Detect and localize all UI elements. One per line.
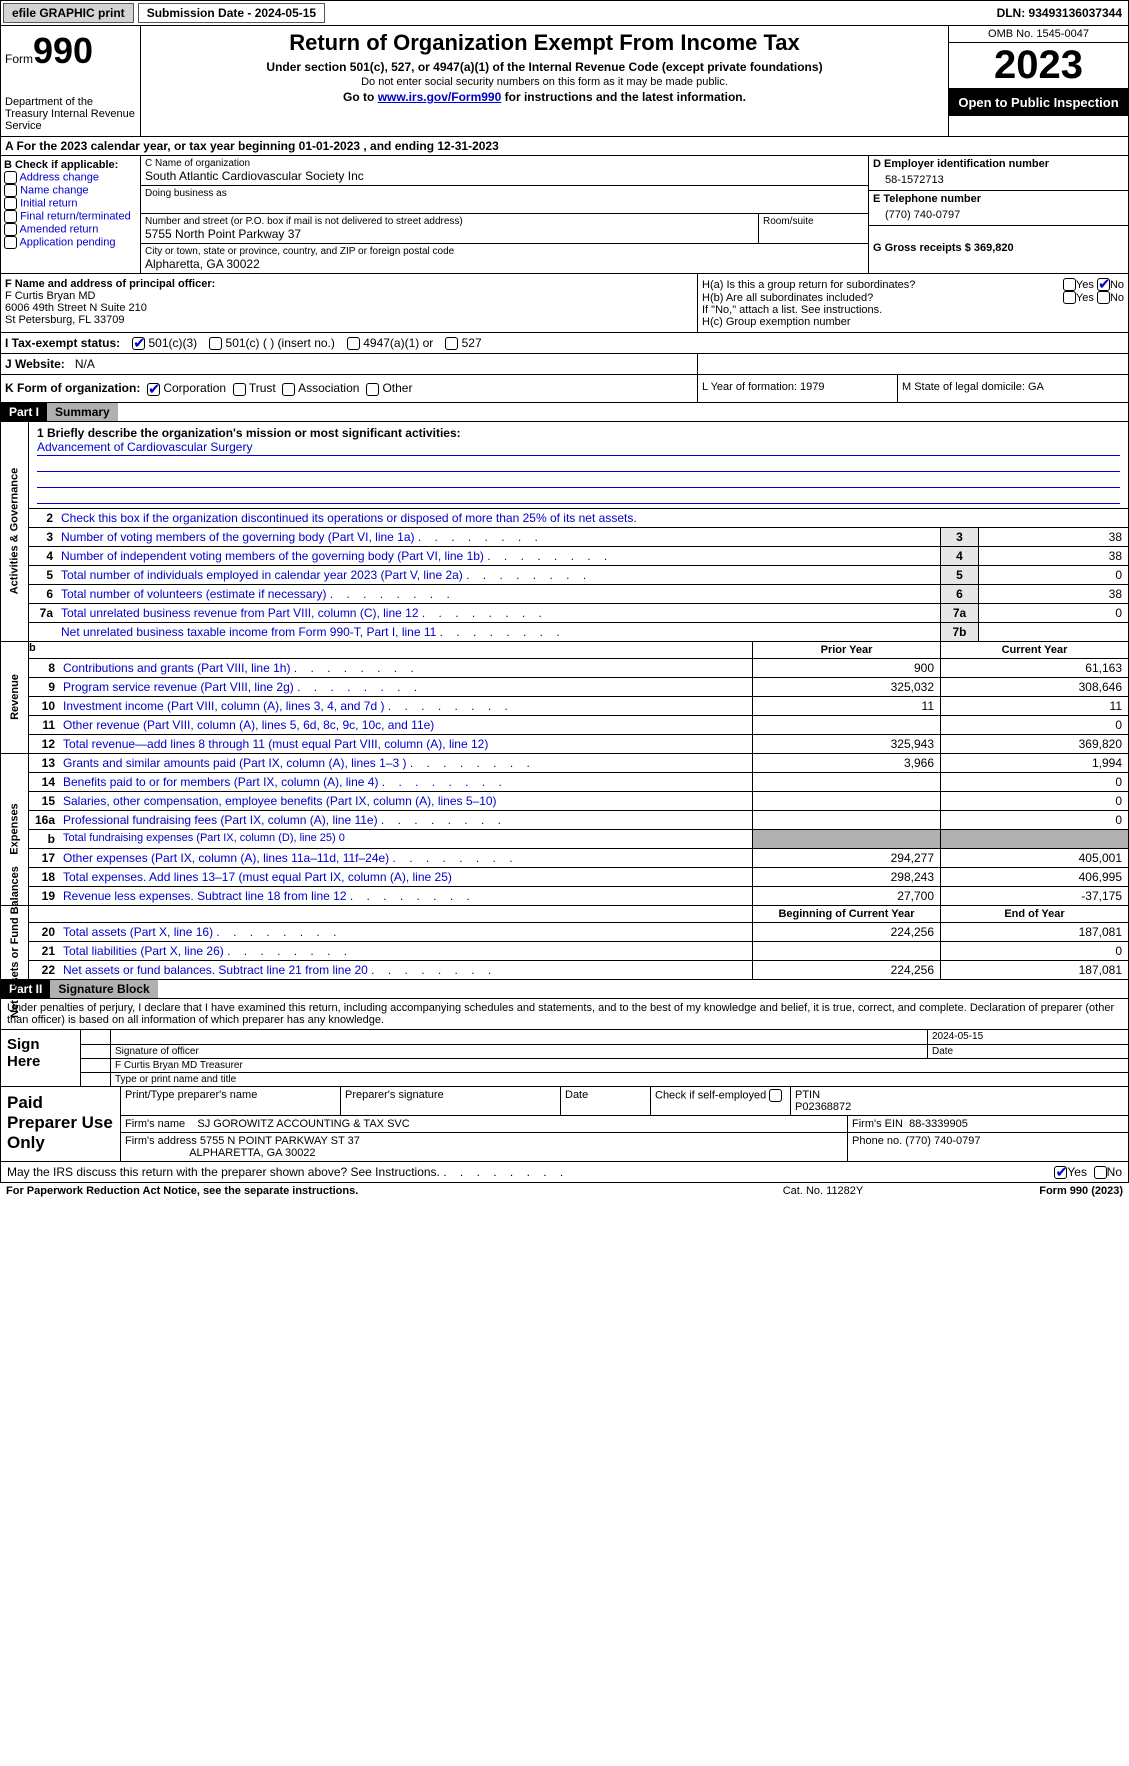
line3: Number of voting members of the governin…: [57, 528, 940, 546]
website-row: J Website: N/A: [0, 354, 1129, 375]
expenses-section: Expenses 13Grants and similar amounts pa…: [0, 754, 1129, 906]
year-formation: L Year of formation: 1979: [698, 375, 898, 401]
room-label: Room/suite: [763, 216, 864, 227]
vlabel-gov: Activities & Governance: [9, 468, 21, 595]
form-title: Return of Organization Exempt From Incom…: [149, 30, 940, 56]
chk-corp[interactable]: [147, 383, 160, 396]
officer-block: F Name and address of principal officer:…: [0, 274, 1129, 333]
part1-header: Part ISummary: [0, 403, 1129, 422]
firm-ein: 88-3339905: [909, 1118, 968, 1130]
chk-initial-return[interactable]: Initial return: [4, 197, 137, 210]
footer: For Paperwork Reduction Act Notice, see …: [0, 1183, 1129, 1199]
irs-link[interactable]: www.irs.gov/Form990: [378, 90, 502, 104]
subtitle-3: Go to www.irs.gov/Form990 for instructio…: [149, 90, 940, 104]
officer-label: F Name and address of principal officer:: [5, 278, 693, 290]
discuss-no[interactable]: [1094, 1166, 1107, 1179]
hb-no[interactable]: [1097, 291, 1110, 304]
firm-name: SJ GOROWITZ ACCOUNTING & TAX SVC: [197, 1118, 409, 1130]
officer-addr1: 6006 49th Street N Suite 210: [5, 302, 693, 314]
chk-501c[interactable]: [209, 337, 222, 350]
tel-label: E Telephone number: [873, 193, 1124, 205]
ein-value: 58-1572713: [873, 170, 1124, 188]
line7b: Net unrelated business taxable income fr…: [57, 623, 940, 641]
vlabel-revenue: Revenue: [9, 674, 21, 720]
addr-value: 5755 North Point Parkway 37: [145, 227, 754, 241]
discuss-row: May the IRS discuss this return with the…: [0, 1162, 1129, 1183]
declaration: Under penalties of perjury, I declare th…: [0, 999, 1129, 1030]
dba-label: Doing business as: [145, 188, 864, 199]
addr-label: Number and street (or P.O. box if mail i…: [145, 216, 754, 227]
submission-date: Submission Date - 2024-05-15: [138, 3, 325, 23]
hb-note: If "No," attach a list. See instructions…: [702, 304, 1124, 316]
org-name: South Atlantic Cardiovascular Society In…: [145, 169, 864, 183]
chk-self-emp[interactable]: [769, 1089, 782, 1102]
website-value: N/A: [75, 357, 95, 371]
vlabel-net: Net Assets or Fund Balances: [9, 866, 21, 1018]
tax-exempt-row: I Tax-exempt status: 501(c)(3) 501(c) ( …: [0, 333, 1129, 354]
ha-label: H(a) Is this a group return for subordin…: [702, 279, 1063, 291]
ein-label: D Employer identification number: [873, 158, 1124, 170]
sign-date: 2024-05-15: [928, 1030, 1128, 1044]
dln-label: DLN: 93493136037344: [997, 6, 1128, 20]
header-block: B Check if applicable: Address change Na…: [0, 156, 1129, 274]
city-label: City or town, state or province, country…: [145, 246, 864, 257]
top-toolbar: efile GRAPHIC print Submission Date - 20…: [0, 0, 1129, 26]
discuss-yes[interactable]: [1054, 1166, 1067, 1179]
firm-addr2: ALPHARETTA, GA 30022: [189, 1147, 315, 1159]
subtitle-2: Do not enter social security numbers on …: [149, 76, 940, 88]
chk-name-change[interactable]: Name change: [4, 184, 137, 197]
line6: Total number of volunteers (estimate if …: [57, 585, 940, 603]
chk-other[interactable]: [366, 383, 379, 396]
subtitle-1: Under section 501(c), 527, or 4947(a)(1)…: [149, 60, 940, 74]
ha-no[interactable]: [1097, 278, 1110, 291]
chk-527[interactable]: [445, 337, 458, 350]
firm-addr1: 5755 N POINT PARKWAY ST 37: [200, 1135, 360, 1147]
revenue-section: Revenue bPrior YearCurrent Year 8Contrib…: [0, 642, 1129, 754]
dept-label: Department of the Treasury Internal Reve…: [5, 96, 136, 132]
part2-header: Part IISignature Block: [0, 980, 1129, 999]
open-inspection: Open to Public Inspection: [949, 89, 1128, 116]
efile-button[interactable]: efile GRAPHIC print: [3, 3, 134, 23]
gross-receipts: G Gross receipts $ 369,820: [873, 242, 1124, 254]
form-header: Form990 Department of the Treasury Inter…: [0, 26, 1129, 137]
line5: Total number of individuals employed in …: [57, 566, 940, 584]
ha-yes[interactable]: [1063, 278, 1076, 291]
form-org-row: K Form of organization: Corporation Trus…: [0, 375, 1129, 402]
omb-number: OMB No. 1545-0047: [949, 26, 1128, 43]
preparer-block: Paid Preparer Use Only Print/Type prepar…: [0, 1087, 1129, 1162]
officer-name-title: F Curtis Bryan MD Treasurer: [111, 1059, 1128, 1072]
hb-label: H(b) Are all subordinates included?: [702, 292, 1063, 304]
chk-address-change[interactable]: Address change: [4, 171, 137, 184]
hc-label: H(c) Group exemption number: [702, 316, 1124, 328]
officer-name: F Curtis Bryan MD: [5, 290, 693, 302]
org-name-label: C Name of organization: [145, 158, 864, 169]
vlabel-expenses: Expenses: [9, 803, 21, 854]
domicile: M State of legal domicile: GA: [898, 375, 1128, 401]
tax-year-line: A For the 2023 calendar year, or tax yea…: [0, 137, 1129, 156]
line7a: Total unrelated business revenue from Pa…: [57, 604, 940, 622]
line2: Check this box if the organization disco…: [57, 509, 1128, 527]
city-value: Alpharetta, GA 30022: [145, 257, 864, 271]
chk-amended[interactable]: Amended return: [4, 223, 137, 236]
officer-addr2: St Petersburg, FL 33709: [5, 314, 693, 326]
chk-final-return[interactable]: Final return/terminated: [4, 210, 137, 223]
chk-501c3[interactable]: [132, 337, 145, 350]
firm-phone: (770) 740-0797: [905, 1135, 980, 1147]
col-b-checkboxes: B Check if applicable: Address change Na…: [1, 156, 141, 273]
hb-yes[interactable]: [1063, 291, 1076, 304]
chk-trust[interactable]: [233, 383, 246, 396]
mission-text: Advancement of Cardiovascular Surgery: [37, 440, 1120, 456]
tax-year: 2023: [949, 43, 1128, 89]
chk-4947[interactable]: [347, 337, 360, 350]
ptin-value: P02368872: [795, 1101, 851, 1113]
chk-assoc[interactable]: [282, 383, 295, 396]
chk-app-pending[interactable]: Application pending: [4, 236, 137, 249]
tel-value: (770) 740-0797: [873, 205, 1124, 223]
line4: Number of independent voting members of …: [57, 547, 940, 565]
gov-section: Activities & Governance 1 Briefly descri…: [0, 422, 1129, 642]
form-number: Form990: [5, 30, 136, 72]
netassets-section: Net Assets or Fund Balances Beginning of…: [0, 906, 1129, 980]
sign-block: Sign Here 2024-05-15 Signature of office…: [0, 1030, 1129, 1087]
